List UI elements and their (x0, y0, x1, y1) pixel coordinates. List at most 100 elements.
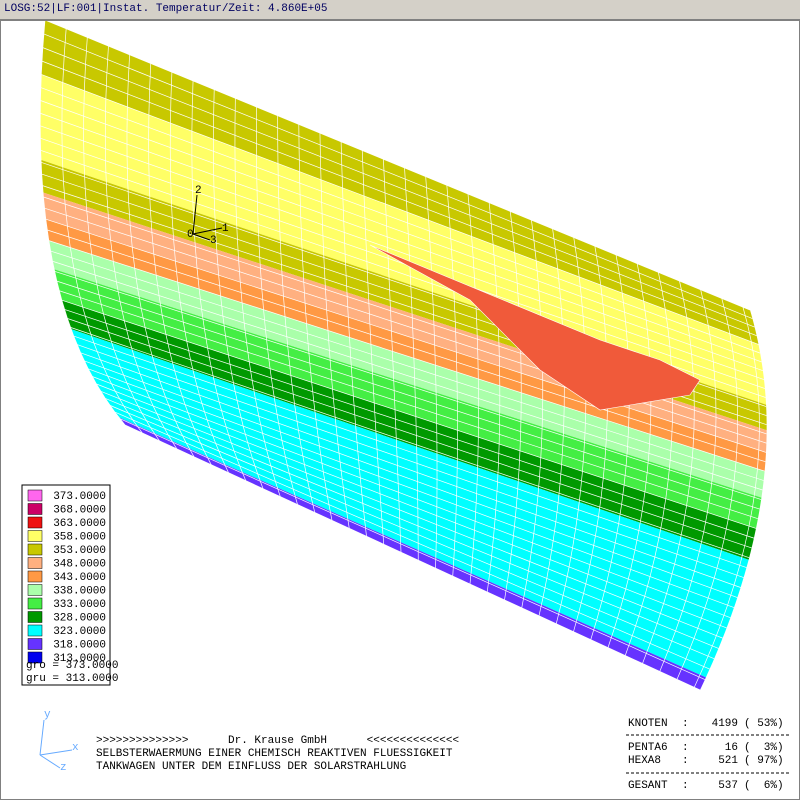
mesh-line (676, 298, 739, 680)
mesh-line (298, 124, 333, 521)
mesh-line (84, 360, 738, 598)
mesh-line (92, 376, 731, 619)
legend-swatch (27, 543, 43, 556)
mesh-line (425, 176, 438, 569)
stat-count: 521 (718, 755, 738, 767)
mesh-line (52, 260, 763, 491)
axis-label: z (60, 762, 67, 774)
band (61, 300, 757, 560)
triad (192, 194, 223, 241)
mesh-line (109, 405, 715, 660)
hotspot (369, 244, 701, 411)
mesh-line (45, 218, 767, 453)
axis-label: y (44, 709, 51, 721)
mesh-line (83, 37, 160, 442)
mesh-line (404, 167, 419, 561)
mesh-line (64, 309, 755, 539)
mesh-line (43, 33, 753, 319)
mesh-line (40, 125, 765, 380)
mesh-line (126, 54, 195, 457)
mesh-line (256, 106, 298, 505)
mesh-line (148, 63, 212, 465)
stats-table: KNOTEN: 4199 ( 53%) PENTA6: 16 ( 3%) HEXA8: 521… (628, 718, 784, 792)
mesh-line (467, 193, 479, 585)
mesh-line (44, 20, 751, 311)
stat-sep: : (682, 742, 689, 754)
mesh-line (59, 290, 759, 520)
mesh-line (56, 280, 760, 510)
triad-label: 2 (195, 185, 202, 197)
footer-line: TANKWAGEN UNTER DEM EINFLUSS DER SOLARST… (96, 761, 406, 773)
mesh (39, 20, 767, 691)
mesh-line (504, 211, 522, 600)
stat-percent: ( 53%) (744, 718, 784, 730)
legend-label: 328.0000 (53, 612, 106, 624)
stat-label: PENTA6 (628, 742, 668, 754)
legend-label: 363.0000 (53, 518, 106, 530)
stat-sep: : (682, 780, 689, 792)
mesh-line (40, 100, 762, 363)
triad-label: 0 (187, 229, 194, 241)
legend-label: 323.0000 (53, 626, 106, 638)
legend-swatch (27, 503, 43, 515)
mesh-line (624, 272, 673, 656)
legend-label: 313.0000 (53, 653, 106, 665)
mesh-line (361, 150, 385, 545)
mesh-line (41, 74, 759, 345)
footer-line: >>>>>>>>>>>>>> Dr. Krause GmbH <<<<<<<<<… (96, 735, 459, 747)
stat-percent: ( 3%) (744, 742, 784, 754)
mesh-line (96, 383, 727, 629)
mesh-line (73, 335, 747, 568)
legend-swatch (27, 638, 43, 650)
stat-sep: : (682, 718, 689, 730)
mesh-line (555, 237, 587, 624)
mesh-line (486, 202, 501, 592)
mesh-line (693, 307, 760, 688)
stat-percent: ( 97%) (744, 755, 784, 767)
mesh-line (119, 418, 706, 680)
band (54, 269, 762, 529)
legend-swatch (27, 489, 43, 502)
mesh-line (44, 207, 767, 444)
legend-swatch (27, 570, 43, 583)
mesh-line (39, 20, 126, 426)
mesh-line (80, 352, 741, 588)
mesh-line (54, 270, 762, 500)
legend-label: 343.0000 (53, 572, 106, 584)
mesh-line (61, 299, 757, 529)
legend-label: 358.0000 (53, 531, 106, 543)
title-bar: LOSG:52|LF:001|Instat. Temperatur/Zeit: … (0, 0, 800, 20)
stat-count: 537 (718, 780, 738, 792)
mesh-line (76, 344, 744, 578)
mesh-line (340, 141, 367, 537)
legend-swatch (27, 611, 43, 623)
band (41, 20, 759, 345)
mesh-line (104, 46, 178, 450)
mesh-line (61, 28, 143, 434)
legend-swatch (27, 530, 43, 542)
mesh-line (41, 60, 757, 337)
title: LOSG:52|LF:001|Instat. Temperatur/Zeit: … (4, 3, 328, 15)
mesh-line (50, 250, 764, 481)
mesh-line (521, 220, 544, 608)
mesh-line (47, 229, 766, 463)
mesh-line (659, 289, 717, 672)
mesh-line (124, 424, 701, 691)
mesh-line (642, 280, 695, 664)
band (40, 74, 767, 405)
triad-label: 3 (210, 235, 217, 247)
mesh-line (40, 87, 761, 354)
mesh-line (42, 47, 755, 328)
legend-swatch (27, 557, 43, 569)
band (118, 417, 706, 690)
stat-sep: : (682, 755, 689, 767)
mesh-line (40, 137, 766, 389)
legend-label: 318.0000 (53, 639, 106, 651)
legend-swatch (27, 584, 43, 596)
mesh-line (169, 72, 229, 473)
mesh-line (48, 240, 765, 472)
axis-icon (39, 719, 73, 769)
